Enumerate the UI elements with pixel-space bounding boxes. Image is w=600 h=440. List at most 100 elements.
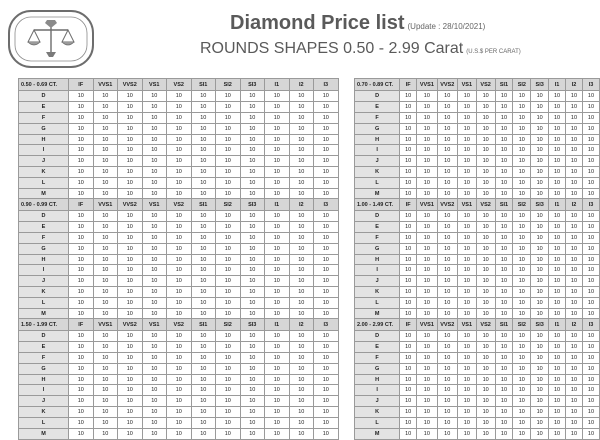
price-cell: 10 [68, 417, 94, 430]
price-cell: 10 [117, 242, 143, 255]
price-cell: 10 [92, 373, 118, 386]
price-cell: 10 [494, 210, 514, 222]
clarity-header: I1 [548, 198, 567, 211]
price-cell: 10 [264, 373, 290, 386]
price-cell: 10 [92, 144, 118, 157]
price-cell: 10 [530, 231, 550, 244]
clarity-header: VVS2 [436, 198, 458, 211]
price-cell: 10 [68, 111, 94, 124]
price-cell: 10 [166, 111, 192, 124]
carat-range-label: 2.00 - 2.99 CT. [353, 318, 401, 331]
price-cell: 10 [313, 395, 339, 408]
price-cell: 10 [68, 286, 94, 299]
price-cell: 10 [166, 428, 192, 440]
price-cell: 10 [565, 384, 583, 397]
price-cell: 10 [92, 177, 118, 190]
price-cell: 10 [416, 330, 438, 342]
price-cell: 10 [288, 275, 314, 288]
price-cell: 10 [436, 330, 458, 342]
price-cell: 10 [239, 286, 265, 299]
price-cell: 10 [190, 90, 216, 102]
price-cell: 10 [548, 275, 567, 288]
price-cell: 10 [512, 210, 532, 222]
page-title: Diamond Price list [230, 12, 405, 34]
clarity-header: I2 [565, 318, 583, 331]
price-cell: 10 [548, 220, 567, 233]
price-cell: 10 [313, 166, 339, 179]
price-cell: 10 [313, 330, 339, 342]
clarity-header: I3 [581, 198, 600, 211]
price-cell: 10 [548, 122, 567, 135]
price-cell: 10 [494, 177, 514, 190]
price-cell: 10 [581, 417, 600, 430]
table-row: D 10 10 10 10 10 10 10 10 10 10 10 [18, 210, 339, 222]
price-cell: 10 [190, 373, 216, 386]
table-row: G 10 10 10 10 10 10 10 10 10 10 10 [353, 242, 600, 255]
price-cell: 10 [215, 155, 241, 168]
price-cell: 10 [117, 177, 143, 190]
price-cell: 10 [475, 330, 496, 342]
price-cell: 10 [475, 100, 496, 113]
price-cell: 10 [512, 340, 532, 353]
price-cell: 10 [141, 90, 167, 102]
clarity-header: VS2 [166, 318, 192, 331]
table-row: L 10 10 10 10 10 10 10 10 10 10 10 [353, 297, 600, 310]
price-cell: 10 [264, 242, 290, 255]
color-grade-label: F [353, 351, 401, 364]
price-cell: 10 [565, 406, 583, 419]
price-cell: 10 [215, 406, 241, 419]
clarity-header: VS1 [456, 198, 477, 211]
clarity-header: IF [399, 78, 418, 91]
price-cell: 10 [313, 177, 339, 190]
price-cell: 10 [68, 122, 94, 135]
price-cell: 10 [416, 111, 438, 124]
price-cell: 10 [565, 373, 583, 386]
price-cell: 10 [456, 417, 477, 430]
price-cell: 10 [512, 231, 532, 244]
price-cell: 10 [264, 330, 290, 342]
table-row: K 10 10 10 10 10 10 10 10 10 10 10 [18, 166, 339, 179]
price-cell: 10 [166, 406, 192, 419]
clarity-header: SI3 [530, 78, 550, 91]
price-cell: 10 [565, 362, 583, 375]
price-cell: 10 [190, 428, 216, 440]
price-cell: 10 [68, 340, 94, 353]
clarity-header: I3 [313, 198, 339, 211]
price-cell: 10 [456, 330, 477, 342]
price-cell: 10 [416, 133, 438, 146]
price-cell: 10 [215, 100, 241, 113]
clarity-header: I1 [264, 198, 290, 211]
price-cell: 10 [416, 351, 438, 364]
clarity-header: SI1 [494, 78, 514, 91]
price-cell: 10 [475, 220, 496, 233]
price-cell: 10 [512, 144, 532, 157]
price-cell: 10 [239, 275, 265, 288]
price-cell: 10 [141, 428, 167, 440]
price-cell: 10 [494, 362, 514, 375]
clarity-header: SI2 [512, 318, 532, 331]
price-cell: 10 [436, 362, 458, 375]
table-row: E 10 10 10 10 10 10 10 10 10 10 10 [353, 340, 600, 353]
price-cell: 10 [117, 100, 143, 113]
price-cell: 10 [436, 177, 458, 190]
price-cell: 10 [166, 133, 192, 146]
price-cell: 10 [456, 133, 477, 146]
price-cell: 10 [288, 351, 314, 364]
price-cell: 10 [117, 340, 143, 353]
clarity-header: VS2 [166, 198, 192, 211]
price-cell: 10 [399, 133, 418, 146]
price-cell: 10 [416, 210, 438, 222]
price-cell: 10 [565, 330, 583, 342]
table-row: E 10 10 10 10 10 10 10 10 10 10 10 [353, 220, 600, 233]
clarity-header: I1 [264, 318, 290, 331]
price-cell: 10 [68, 220, 94, 233]
price-cell: 10 [399, 111, 418, 124]
price-cell: 10 [581, 395, 600, 408]
price-cell: 10 [512, 133, 532, 146]
price-cell: 10 [530, 90, 550, 102]
clarity-header: VS1 [141, 198, 167, 211]
table-header-row: 2.00 - 2.99 CT. IF VVS1 VVS2 VS1 VS2 SI1 SI2 SI3… [353, 318, 600, 331]
color-grade-label: K [18, 166, 69, 179]
price-cell: 10 [436, 275, 458, 288]
price-cell: 10 [436, 373, 458, 386]
